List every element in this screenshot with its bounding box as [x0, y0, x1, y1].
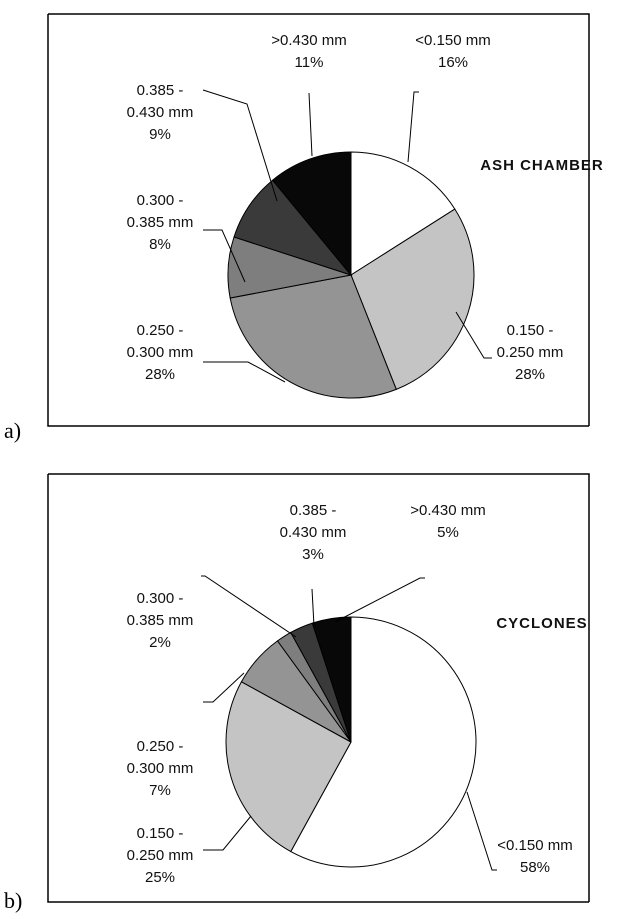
- pie-slice-lt-0-150-mm: [290, 616, 477, 868]
- plot-frame-top-right: [48, 13, 590, 426]
- leader-line-0-300-0-385-mm: [203, 229, 246, 283]
- leader-line-0-250-0-300-mm: [203, 361, 286, 383]
- pie-slice-0-150-0-250-mm: [225, 681, 352, 853]
- slice-label-0-250-0-300-mm: 0.250 -0.300 mm 7%: [127, 738, 194, 799]
- leader-line-lt-0-150-mm: [466, 791, 497, 871]
- slice-label-0-385-0-430-mm: 0.385 -0.430 mm 3%: [280, 502, 347, 563]
- pie-slice-0-250-0-300-mm: [229, 274, 397, 399]
- leader-line-gt-0-430-mm: [334, 577, 425, 623]
- panel-a: <0.150 mm 16% 0.150 -0.250 mm 28% 0.250 -0.3…: [0, 0, 637, 450]
- plot-frame-bottom-left: [47, 14, 589, 427]
- leader-line-0-250-0-300-mm: [203, 672, 245, 703]
- panel-b: <0.150 mm 58% 0.150 -0.250 mm 25% 0.250 -0.3…: [0, 460, 637, 919]
- panel-letter-a: a): [4, 418, 22, 443]
- leader-line-0-150-0-250-mm: [455, 311, 492, 359]
- pie-slice-lt-0-150-mm: [350, 151, 456, 276]
- slice-label-0-250-0-300-mm: 0.250 -0.300 mm 28%: [127, 322, 194, 383]
- leader-line-0-385-0-430-mm: [311, 588, 315, 627]
- plot-frame-bottom-left: [47, 474, 589, 903]
- pie-slice-gt-0-430-mm: [311, 616, 352, 743]
- chart-title: CYCLONES: [496, 615, 587, 632]
- slice-label-0-385-0-430-mm: 0.385 -0.430 mm 9%: [127, 82, 194, 143]
- slice-label-0-150-0-250-mm: 0.150 -0.250 mm 25%: [127, 825, 194, 886]
- leader-line-lt-0-150-mm: [407, 91, 419, 163]
- slice-label-gt-0-430-mm: >0.430 mm 5%: [410, 502, 485, 541]
- slice-label-gt-0-430-mm: >0.430 mm 11%: [271, 32, 346, 71]
- leader-line-0-150-0-250-mm: [203, 815, 252, 851]
- slice-label-lt-0-150-mm: <0.150 mm 58%: [497, 837, 572, 876]
- leader-line-0-300-0-385-mm: [201, 575, 297, 638]
- chart-title: ASH CHAMBER: [480, 157, 604, 174]
- pie-slice-gt-0-430-mm: [271, 151, 352, 277]
- slice-label-0-150-0-250-mm: 0.150 -0.250 mm 28%: [497, 322, 564, 383]
- slice-label-0-300-0-385-mm: 0.300 -0.385 mm 2%: [127, 590, 194, 651]
- slice-label-0-300-0-385-mm: 0.300 -0.385 mm 8%: [127, 192, 194, 253]
- leader-line-0-385-0-430-mm: [202, 89, 278, 202]
- leader-line-gt-0-430-mm: [308, 92, 313, 157]
- plot-frame-top-right: [48, 473, 590, 902]
- ash-chamber-pie-chart: <0.150 mm 16% 0.150 -0.250 mm 28% 0.250 -0.3…: [47, 13, 604, 427]
- cyclones-pie-chart: <0.150 mm 58% 0.150 -0.250 mm 25% 0.250 -0.3…: [47, 473, 590, 903]
- pie-slice-0-150-0-250-mm: [350, 208, 475, 391]
- slice-label-lt-0-150-mm: <0.150 mm 16%: [415, 32, 490, 71]
- panel-letter-b: b): [4, 888, 23, 913]
